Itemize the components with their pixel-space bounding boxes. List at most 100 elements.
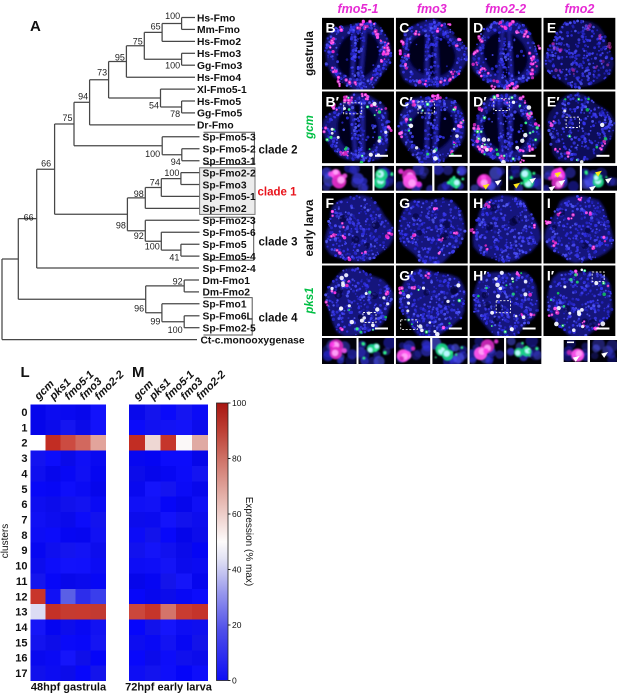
svg-text:100: 100	[145, 242, 160, 252]
svg-text:40: 40	[232, 565, 242, 575]
svg-text:94: 94	[171, 157, 181, 167]
svg-text:0: 0	[21, 407, 27, 419]
svg-text:98: 98	[134, 189, 144, 199]
svg-text:H: H	[473, 195, 483, 211]
svg-text:Sp-Fmo2-3: Sp-Fmo2-3	[203, 216, 256, 227]
svg-text:Sp-Fmo2: Sp-Fmo2	[203, 204, 247, 215]
svg-text:Sp-Fmo5-2: Sp-Fmo5-2	[203, 145, 256, 156]
svg-text:Sp-Fmo3: Sp-Fmo3	[203, 180, 247, 191]
svg-text:Hs-Fmo4: Hs-Fmo4	[197, 73, 241, 84]
svg-text:20: 20	[232, 620, 242, 630]
svg-text:D′: D′	[473, 94, 487, 110]
svg-text:15: 15	[15, 637, 27, 649]
svg-text:100: 100	[165, 61, 180, 71]
svg-text:2: 2	[21, 438, 27, 450]
svg-text:99: 99	[150, 316, 160, 326]
svg-text:80: 80	[232, 454, 242, 464]
svg-text:11: 11	[16, 576, 28, 588]
svg-text:I: I	[547, 195, 551, 211]
svg-text:98: 98	[116, 220, 126, 230]
svg-text:66: 66	[24, 213, 34, 223]
svg-text:74: 74	[150, 178, 160, 188]
svg-text:5: 5	[21, 484, 27, 496]
svg-text:75: 75	[133, 37, 143, 47]
svg-text:65: 65	[151, 21, 161, 31]
svg-text:75: 75	[62, 113, 72, 123]
svg-text:M: M	[132, 364, 145, 381]
svg-text:Sp-Fmo2-2: Sp-Fmo2-2	[203, 168, 256, 179]
svg-text:Gg-Fmo3: Gg-Fmo3	[197, 61, 242, 72]
svg-text:3: 3	[21, 453, 27, 465]
svg-text:clusters: clusters	[0, 524, 11, 558]
svg-text:Xl-Fmo5-1: Xl-Fmo5-1	[197, 85, 247, 96]
svg-text:72hpf early larva: 72hpf early larva	[125, 682, 213, 694]
svg-text:B′: B′	[326, 94, 340, 110]
svg-text:78: 78	[170, 109, 180, 119]
svg-text:Sp-Fmo5-1: Sp-Fmo5-1	[203, 192, 256, 203]
svg-text:Sp-Fmo5: Sp-Fmo5	[203, 240, 247, 251]
svg-text:4: 4	[21, 468, 28, 480]
svg-text:Hs-Fmo: Hs-Fmo	[197, 13, 235, 24]
svg-text:Hs-Fmo5: Hs-Fmo5	[197, 97, 241, 108]
svg-text:L: L	[21, 364, 30, 381]
svg-text:6: 6	[21, 499, 27, 511]
svg-text:C′: C′	[399, 94, 413, 110]
svg-text:Dm-Fmo1: Dm-Fmo1	[203, 276, 251, 287]
svg-text:92: 92	[134, 231, 144, 241]
svg-text:96: 96	[134, 303, 144, 313]
svg-text:Ct-c.monooxygenase: Ct-c.monooxygenase	[201, 335, 305, 346]
svg-text:100: 100	[232, 398, 246, 408]
svg-text:100: 100	[165, 11, 180, 21]
svg-text:clade 4: clade 4	[259, 313, 299, 325]
svg-text:100: 100	[168, 325, 183, 335]
svg-text:100: 100	[164, 168, 179, 178]
svg-text:Mm-Fmo: Mm-Fmo	[197, 25, 240, 36]
svg-text:13: 13	[15, 607, 27, 619]
svg-text:Hs-Fmo2: Hs-Fmo2	[197, 37, 241, 48]
svg-text:48hpf gastrula: 48hpf gastrula	[31, 682, 107, 694]
svg-text:41: 41	[169, 253, 179, 263]
svg-text:Hs-Fmo3: Hs-Fmo3	[197, 49, 241, 60]
svg-text:73: 73	[97, 67, 107, 77]
svg-text:10: 10	[15, 561, 27, 573]
svg-text:14: 14	[15, 622, 28, 634]
svg-text:Sp-Fmo2-4: Sp-Fmo2-4	[203, 264, 256, 275]
svg-text:1: 1	[21, 422, 27, 434]
svg-text:C: C	[399, 20, 409, 36]
svg-text:92: 92	[173, 276, 183, 286]
svg-text:12: 12	[15, 591, 27, 603]
svg-text:0: 0	[232, 676, 237, 686]
svg-text:100: 100	[145, 149, 160, 159]
svg-text:F: F	[326, 195, 335, 211]
svg-text:Sp-Fmo1: Sp-Fmo1	[203, 300, 247, 311]
svg-text:9: 9	[21, 545, 27, 557]
svg-text:clade 2: clade 2	[259, 145, 298, 157]
svg-text:D: D	[473, 20, 483, 36]
svg-text:Sp-Fmo5-3: Sp-Fmo5-3	[203, 133, 256, 144]
svg-text:60: 60	[232, 509, 242, 519]
svg-text:Sp-Fmo6L: Sp-Fmo6L	[203, 312, 253, 323]
svg-text:Sp-Fmo3-1: Sp-Fmo3-1	[203, 157, 256, 168]
svg-text:17: 17	[15, 668, 27, 680]
svg-text:7: 7	[21, 515, 27, 527]
svg-text:E: E	[547, 20, 556, 36]
svg-text:16: 16	[15, 653, 27, 665]
svg-text:A: A	[30, 18, 41, 35]
svg-text:B: B	[326, 20, 336, 36]
svg-text:95: 95	[115, 52, 125, 62]
svg-text:E′: E′	[547, 94, 560, 110]
svg-text:Sp-Fmo5-4: Sp-Fmo5-4	[203, 252, 256, 263]
svg-text:66: 66	[41, 159, 51, 169]
svg-text:clade 1: clade 1	[258, 187, 298, 199]
svg-text:G: G	[399, 195, 410, 211]
svg-text:Expression (% max): Expression (% max)	[243, 497, 254, 586]
svg-text:Dr-Fmo: Dr-Fmo	[197, 121, 234, 132]
svg-text:8: 8	[21, 530, 27, 542]
svg-text:Sp-Fmo2-5: Sp-Fmo2-5	[203, 324, 256, 335]
svg-text:Dm-Fmo2: Dm-Fmo2	[203, 288, 251, 299]
svg-text:clade 3: clade 3	[259, 237, 298, 249]
svg-text:94: 94	[78, 92, 88, 102]
svg-text:Sp-Fmo5-6: Sp-Fmo5-6	[203, 228, 256, 239]
svg-text:Gg-Fmo5: Gg-Fmo5	[197, 109, 242, 120]
svg-text:54: 54	[149, 101, 159, 111]
